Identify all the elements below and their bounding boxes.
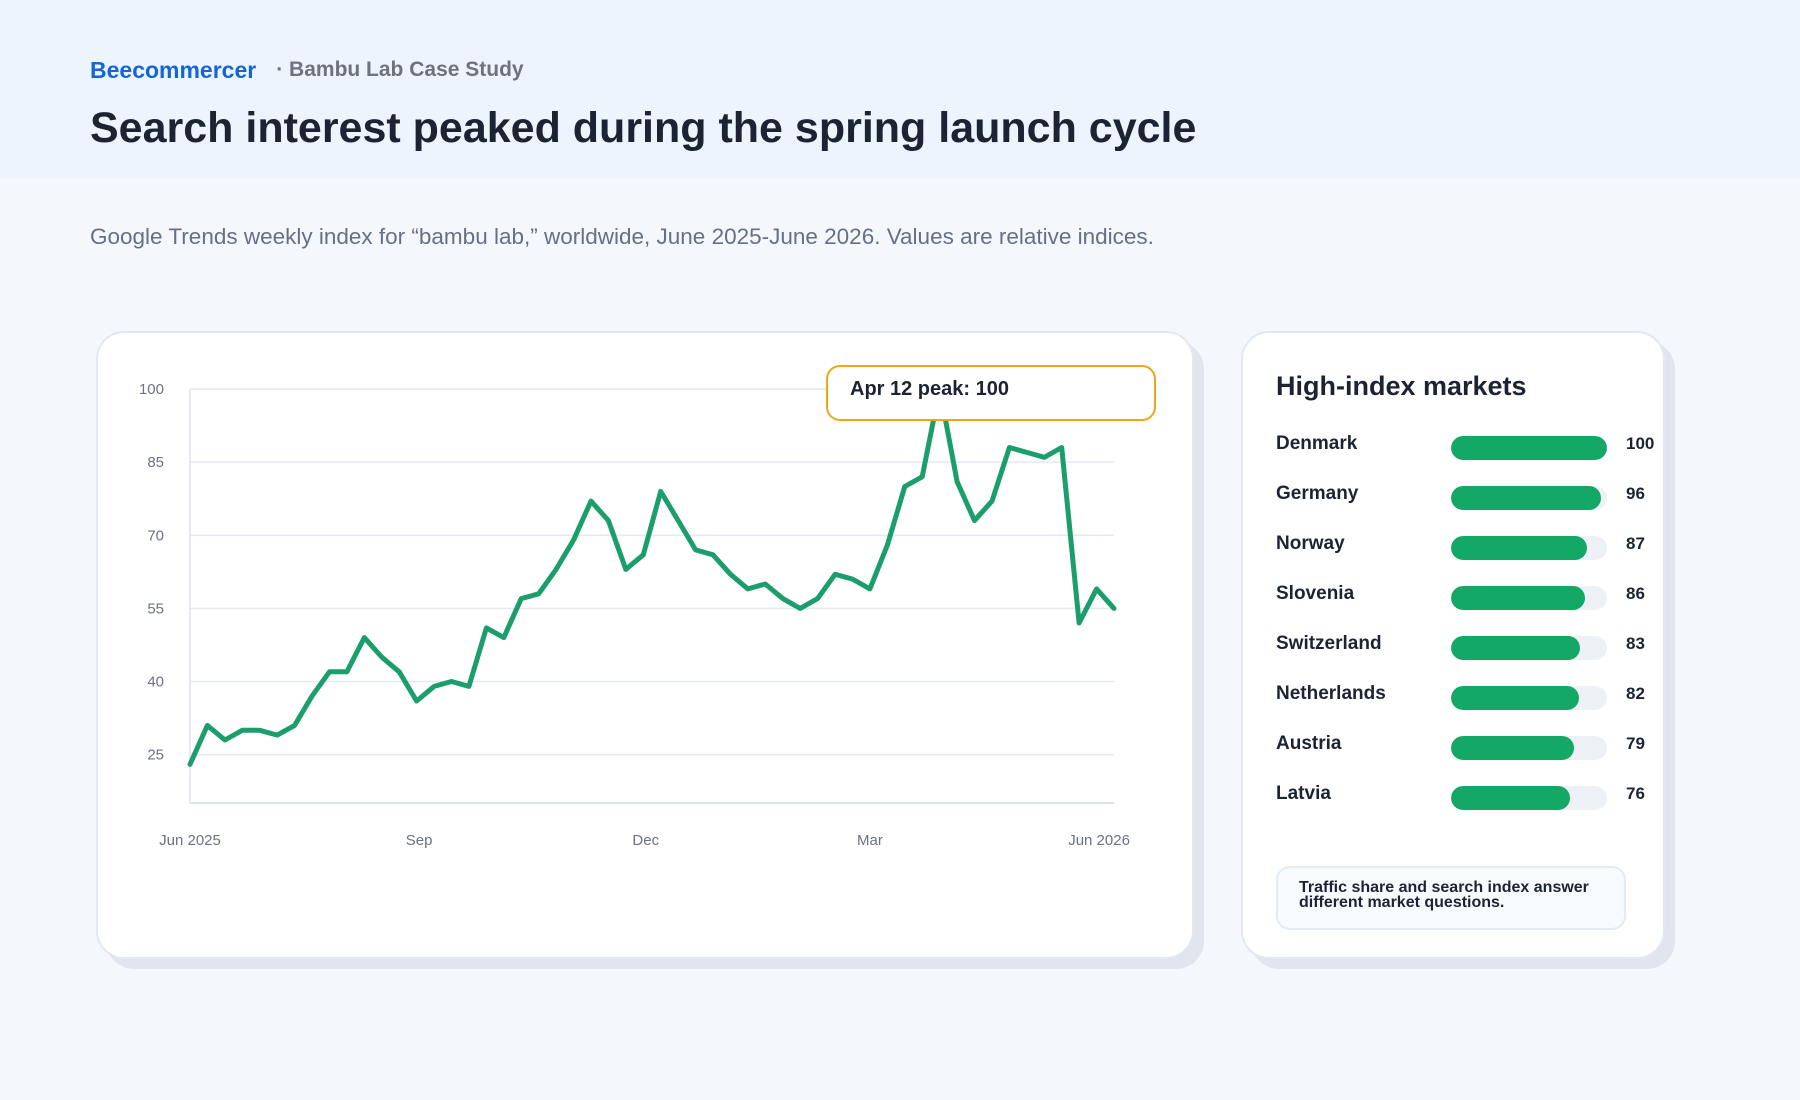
- peak-callout: Apr 12 peak: 100: [826, 365, 1156, 421]
- market-bar-fill: [1451, 686, 1579, 710]
- y-tick-label: 85: [147, 454, 164, 471]
- market-name: Norway: [1276, 533, 1345, 554]
- trend-chart: 100 85 70 55 40 25 Jun 2025 Sep Dec Mar Jun 2026: [139, 381, 1130, 849]
- trend-line: [187, 386, 1117, 767]
- market-bar-fill: [1451, 786, 1570, 810]
- market-row: Denmark 100: [1276, 433, 1656, 483]
- market-bar-track: [1451, 536, 1607, 560]
- market-list: Denmark 100 Germany 96 Norway 87 Slovenia 86 Swi…: [1276, 433, 1656, 833]
- market-value: 100: [1626, 434, 1655, 453]
- y-axis-ticks: 100 85 70 55 40 25: [139, 381, 164, 764]
- market-name: Denmark: [1276, 433, 1358, 454]
- market-bar-fill: [1451, 486, 1601, 510]
- market-row: Slovenia 86: [1276, 583, 1656, 633]
- market-name: Netherlands: [1276, 683, 1386, 704]
- chart-series: [187, 381, 1117, 767]
- market-row: Latvia 76: [1276, 783, 1656, 833]
- market-bar-track: [1451, 486, 1607, 510]
- chart-grid: [189, 388, 1114, 804]
- market-bar-fill: [1451, 436, 1607, 460]
- market-name: Germany: [1276, 483, 1359, 504]
- y-tick-label: 55: [147, 600, 164, 617]
- market-name: Slovenia: [1276, 583, 1355, 604]
- market-bar-track: [1451, 736, 1607, 760]
- market-bar-track: [1451, 786, 1607, 810]
- market-bar-track: [1451, 586, 1607, 610]
- market-bar-fill: [1451, 736, 1575, 760]
- case-study-label: · Bambu Lab Case Study: [276, 58, 524, 81]
- market-bar-fill: [1451, 536, 1587, 560]
- market-value: 87: [1626, 534, 1645, 553]
- trend-chart-card: 100 85 70 55 40 25 Jun 2025 Sep Dec Mar Jun 2026 …: [96, 331, 1194, 959]
- market-row: Austria 79: [1276, 733, 1656, 783]
- market-value: 86: [1626, 584, 1645, 603]
- market-row: Switzerland 83: [1276, 633, 1656, 683]
- peak-callout-text: Apr 12 peak: 100: [850, 378, 1009, 400]
- x-tick-label: Sep: [406, 832, 433, 849]
- x-tick-label: Jun 2025: [159, 832, 221, 849]
- market-value: 82: [1626, 684, 1645, 703]
- market-name: Switzerland: [1276, 633, 1382, 654]
- x-axis-ticks: Jun 2025 Sep Dec Mar Jun 2026: [159, 832, 1130, 849]
- y-tick-label: 25: [147, 747, 164, 764]
- market-name: Austria: [1276, 733, 1342, 754]
- markets-card: High-index markets Denmark 100 Germany 96 No…: [1241, 331, 1665, 959]
- market-value: 76: [1626, 784, 1645, 803]
- market-bar-fill: [1451, 586, 1586, 610]
- market-value: 79: [1626, 734, 1645, 753]
- market-value: 96: [1626, 484, 1645, 503]
- market-row: Germany 96: [1276, 483, 1656, 533]
- market-bar-track: [1451, 686, 1607, 710]
- market-value: 83: [1626, 634, 1645, 653]
- market-row: Norway 87: [1276, 533, 1656, 583]
- market-bar-track: [1451, 436, 1607, 460]
- header-band: [0, 0, 1800, 178]
- market-name: Latvia: [1276, 783, 1331, 804]
- page-title: Search interest peaked during the spring…: [90, 104, 1197, 152]
- market-bar-track: [1451, 636, 1607, 660]
- x-tick-label: Mar: [857, 832, 883, 849]
- market-note: Traffic share and search index answer di…: [1276, 866, 1626, 930]
- market-bar-fill: [1451, 636, 1581, 660]
- brand-name[interactable]: Beecommercer: [90, 56, 257, 83]
- y-tick-label: 100: [139, 381, 164, 398]
- x-tick-label: Jun 2026: [1068, 832, 1130, 849]
- page-subtitle: Google Trends weekly index for “bambu la…: [90, 224, 1154, 249]
- market-note-text: Traffic share and search index answer di…: [1299, 879, 1589, 911]
- x-tick-label: Dec: [632, 832, 659, 849]
- brand-row: Beecommercer · Bambu Lab Case Study: [90, 56, 524, 84]
- markets-title: High-index markets: [1276, 371, 1527, 401]
- y-tick-label: 40: [147, 674, 164, 691]
- market-row: Netherlands 82: [1276, 683, 1656, 733]
- y-tick-label: 70: [147, 527, 164, 544]
